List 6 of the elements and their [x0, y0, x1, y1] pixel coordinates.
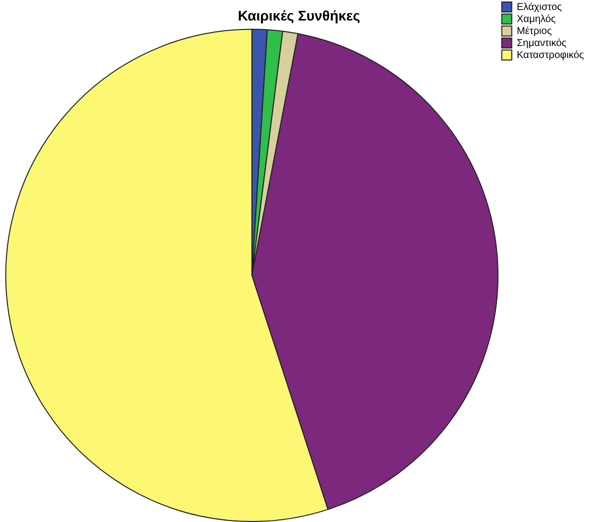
legend-label: Μέτριος [516, 26, 552, 37]
legend-label: Σημαντικός [516, 38, 567, 49]
legend-label: Χαμηλός [516, 14, 556, 25]
legend-label: Καταστροφικός [516, 50, 584, 61]
legend-label: Ελάχιστος [516, 2, 562, 13]
chart-title: Καιρικές Συνθήκες [238, 7, 360, 24]
